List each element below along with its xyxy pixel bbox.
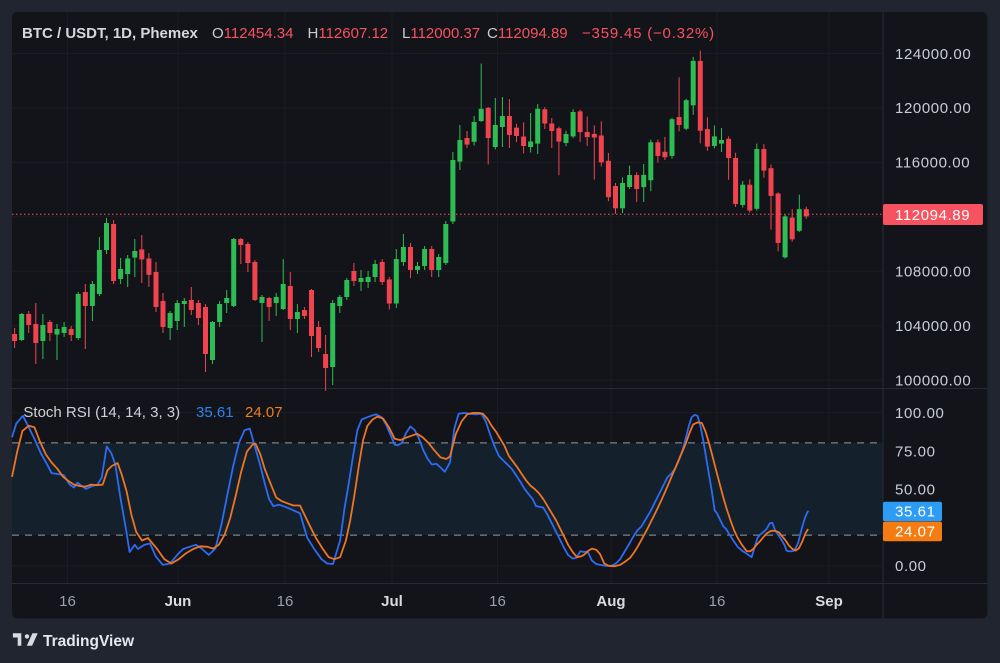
svg-text:124000.00: 124000.00 (895, 46, 971, 63)
svg-text:50.00: 50.00 (895, 482, 936, 499)
svg-text:112094.89: 112094.89 (895, 207, 970, 224)
svg-text:Aug: Aug (596, 593, 625, 610)
svg-text:16: 16 (489, 593, 506, 610)
svg-text:Jun: Jun (165, 593, 192, 610)
svg-text:16: 16 (277, 593, 294, 610)
svg-text:O112454.34: O112454.34 (212, 25, 293, 42)
svg-text:H112607.12: H112607.12 (308, 25, 389, 42)
svg-text:−359.45 (−0.32%): −359.45 (−0.32%) (582, 25, 715, 42)
svg-text:Jul: Jul (381, 593, 403, 610)
svg-text:16: 16 (59, 593, 76, 610)
svg-text:116000.00: 116000.00 (895, 155, 970, 172)
svg-text:TradingView: TradingView (43, 633, 135, 650)
svg-text:0.00: 0.00 (895, 558, 927, 575)
svg-text:L112000.37: L112000.37 (402, 25, 480, 42)
svg-text:108000.00: 108000.00 (895, 264, 971, 281)
svg-text:35.61: 35.61 (895, 504, 936, 521)
svg-text:Sep: Sep (815, 593, 843, 610)
svg-text:24.07: 24.07 (895, 524, 936, 541)
svg-text:120000.00: 120000.00 (895, 100, 971, 117)
svg-text:Stoch RSI (14, 14, 3, 3): Stoch RSI (14, 14, 3, 3) (23, 404, 180, 421)
svg-text:100000.00: 100000.00 (895, 373, 971, 390)
svg-text:BTC / USDT, 1D, Phemex: BTC / USDT, 1D, Phemex (22, 25, 199, 42)
svg-text:104000.00: 104000.00 (895, 318, 971, 335)
svg-text:C112094.89: C112094.89 (487, 25, 568, 42)
svg-text:75.00: 75.00 (895, 443, 936, 460)
svg-text:16: 16 (709, 593, 726, 610)
svg-text:100.00: 100.00 (895, 405, 944, 422)
svg-text:35.61: 35.61 (196, 404, 234, 421)
svg-text:24.07: 24.07 (245, 404, 283, 421)
